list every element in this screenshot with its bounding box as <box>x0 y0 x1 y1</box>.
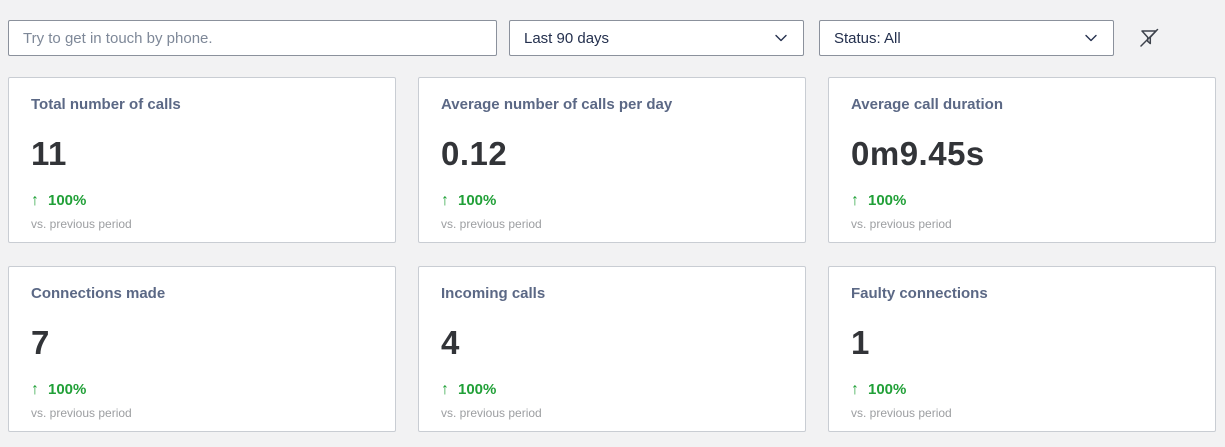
chevron-down-icon <box>1083 30 1099 46</box>
card-value: 4 <box>441 324 460 361</box>
delta-percent: 100% <box>458 192 497 209</box>
filter-bar: Last 90 days Status: All <box>0 0 1225 56</box>
card-delta: ↑ 100% <box>851 381 1193 399</box>
arrow-up-icon: ↑ <box>31 381 39 398</box>
card-title: Average call duration <box>851 96 1003 113</box>
stat-card-avg-call-duration: Average call duration 0m9.45s ↑ 100% vs.… <box>828 77 1216 243</box>
arrow-up-icon: ↑ <box>31 192 39 209</box>
arrow-up-icon: ↑ <box>441 381 449 398</box>
card-delta: ↑ 100% <box>851 192 1193 210</box>
card-value: 0m9.45s <box>851 135 985 172</box>
arrow-up-icon: ↑ <box>851 381 859 398</box>
compare-label: vs. previous period <box>441 406 542 420</box>
search-input[interactable] <box>8 20 497 56</box>
stat-card-total-calls: Total number of calls 11 ↑ 100% vs. prev… <box>8 77 396 243</box>
compare-label: vs. previous period <box>31 217 132 231</box>
status-value: Status: All <box>834 29 901 47</box>
stat-card-incoming-calls: Incoming calls 4 ↑ 100% vs. previous per… <box>418 266 806 432</box>
card-delta: ↑ 100% <box>31 381 373 399</box>
arrow-up-icon: ↑ <box>441 192 449 209</box>
arrow-up-icon: ↑ <box>851 192 859 209</box>
date-range-select[interactable]: Last 90 days <box>509 20 804 56</box>
card-value: 0.12 <box>441 135 508 172</box>
date-range-value: Last 90 days <box>524 29 610 47</box>
stat-card-connections-made: Connections made 7 ↑ 100% vs. previous p… <box>8 266 396 432</box>
delta-percent: 100% <box>48 192 87 209</box>
card-delta: ↑ 100% <box>441 381 783 399</box>
card-delta: ↑ 100% <box>31 192 373 210</box>
compare-label: vs. previous period <box>441 217 542 231</box>
card-title: Faulty connections <box>851 285 988 302</box>
delta-percent: 100% <box>868 192 907 209</box>
clear-filters-button[interactable] <box>1134 23 1164 53</box>
compare-label: vs. previous period <box>851 406 952 420</box>
delta-percent: 100% <box>48 381 87 398</box>
stat-card-faulty-connections: Faulty connections 1 ↑ 100% vs. previous… <box>828 266 1216 432</box>
delta-percent: 100% <box>868 381 907 398</box>
filter-off-icon <box>1137 26 1161 50</box>
card-title: Total number of calls <box>31 96 181 113</box>
card-title: Incoming calls <box>441 285 546 302</box>
compare-label: vs. previous period <box>31 406 132 420</box>
chevron-down-icon <box>773 30 789 46</box>
compare-label: vs. previous period <box>851 217 952 231</box>
status-select[interactable]: Status: All <box>819 20 1114 56</box>
delta-percent: 100% <box>458 381 497 398</box>
card-title: Connections made <box>31 285 166 302</box>
card-value: 11 <box>31 135 67 172</box>
stats-grid: Total number of calls 11 ↑ 100% vs. prev… <box>0 56 1225 432</box>
card-delta: ↑ 100% <box>441 192 783 210</box>
stat-card-avg-calls-per-day: Average number of calls per day 0.12 ↑ 1… <box>418 77 806 243</box>
card-title: Average number of calls per day <box>441 96 673 113</box>
card-value: 1 <box>851 324 870 361</box>
card-value: 7 <box>31 324 50 361</box>
